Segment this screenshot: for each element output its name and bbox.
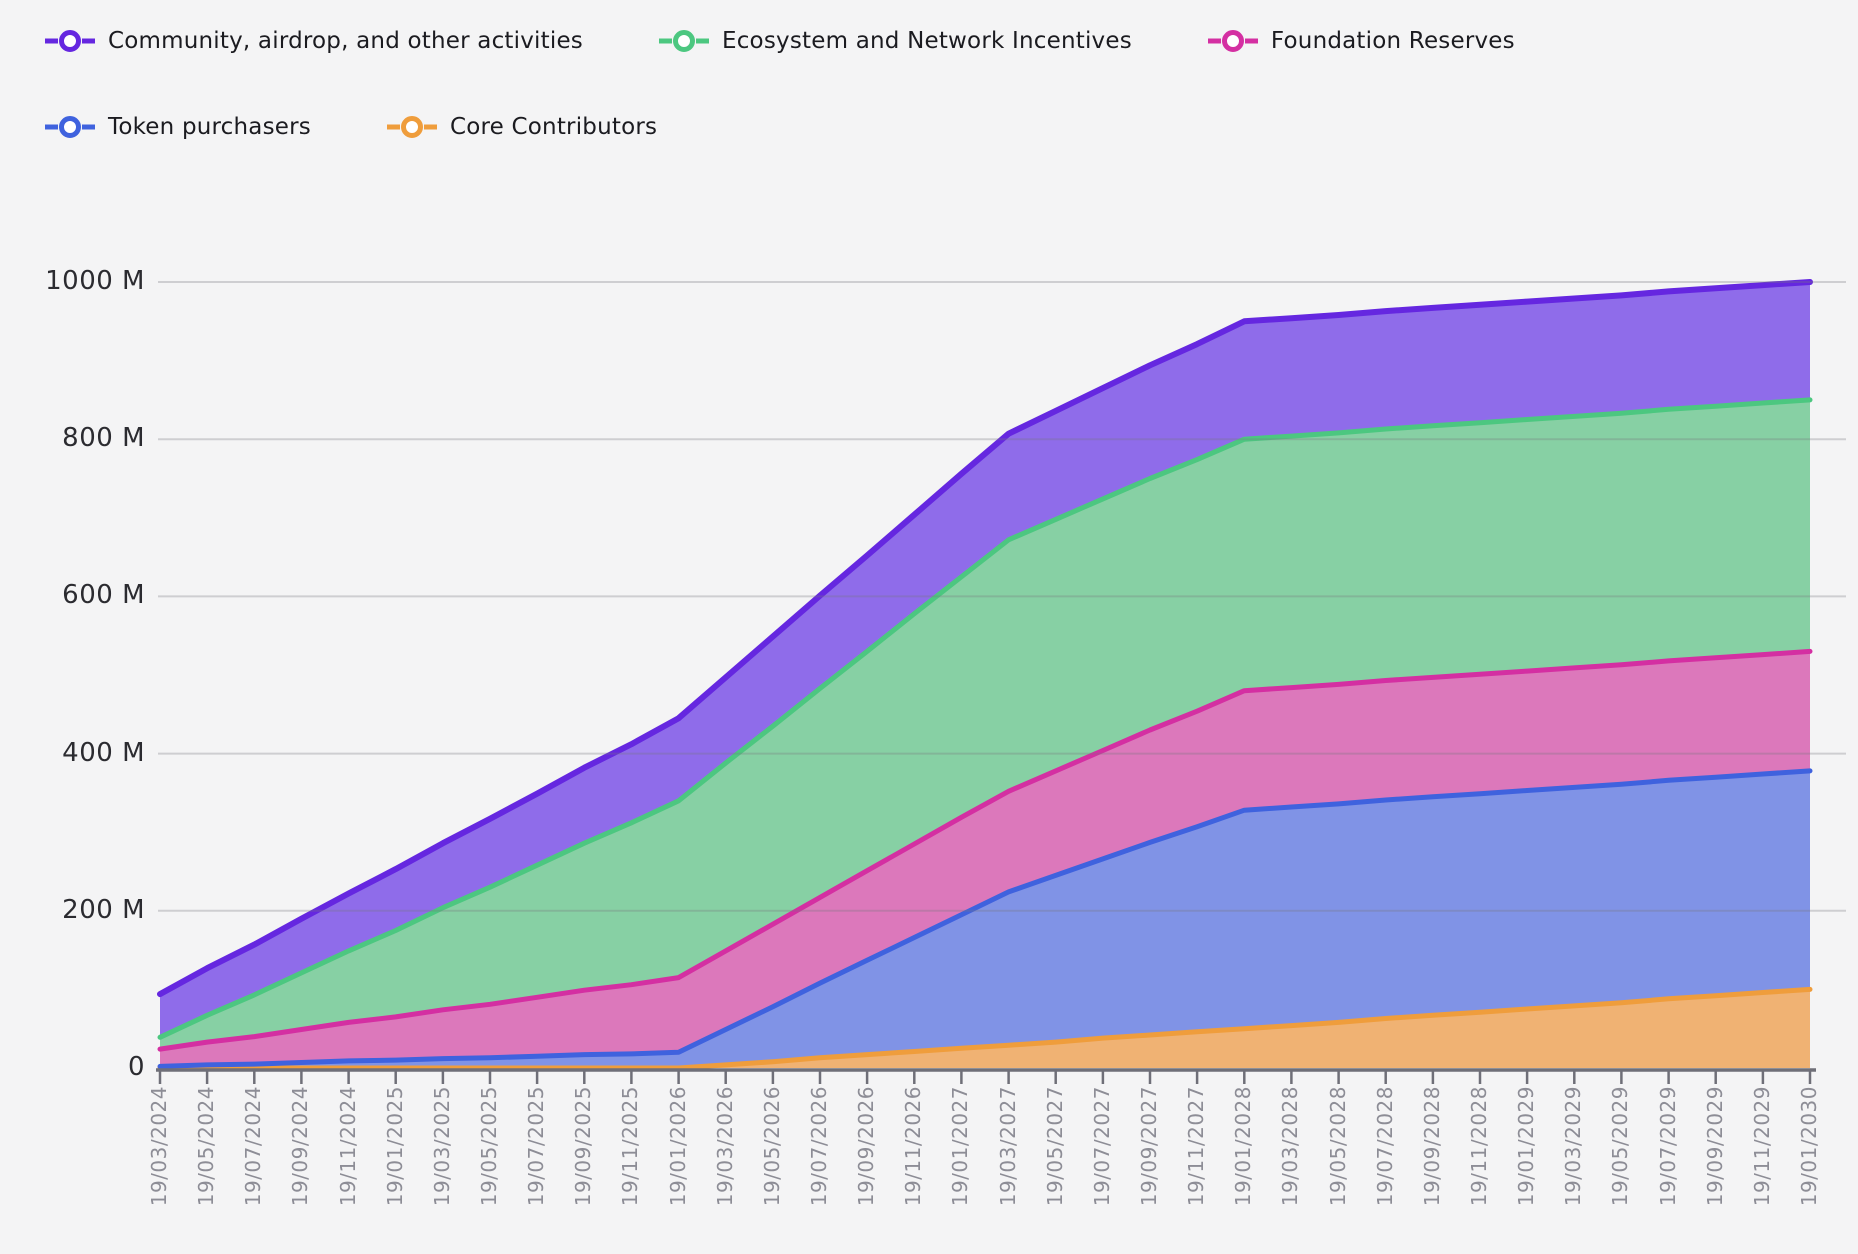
x-axis-tick-label: 19/01/2027	[948, 1086, 973, 1207]
legend-item-ecosystem-and-network-incentives[interactable]: Ecosystem and Network Incentives	[658, 26, 1132, 56]
legend-label: Foundation Reserves	[1270, 28, 1515, 54]
legend-series-marker-icon	[45, 116, 95, 138]
x-axis-tick-label: 19/09/2025	[571, 1086, 596, 1207]
x-axis-tick-label: 19/11/2028	[1467, 1086, 1491, 1207]
x-axis-tick-label: 19/11/2027	[1184, 1086, 1209, 1207]
area-fill-token-purchasers	[160, 770, 1810, 1068]
y-axis-tick-label: 0	[127, 1052, 145, 1082]
x-axis-tick-label: 19/01/2028	[1231, 1086, 1256, 1207]
legend-item-foundation-reserves[interactable]: Foundation Reserves	[1207, 26, 1515, 56]
x-axis-tick-label: 19/05/2024	[194, 1086, 219, 1207]
legend-label: Ecosystem and Network Incentives	[721, 28, 1132, 54]
x-axis-tick-label: 19/09/2028	[1419, 1086, 1444, 1207]
x-axis-tick-label: 19/07/2027	[1089, 1086, 1114, 1207]
legend-item-core-contributors[interactable]: Core Contributors	[386, 112, 658, 142]
x-axis-tick-label: 19/07/2025	[524, 1086, 549, 1207]
x-axis-tick-label: 19/03/2028	[1278, 1086, 1303, 1207]
legend-item-community-airdrop-and-other-activities[interactable]: Community, airdrop, and other activities	[45, 26, 583, 56]
area-line-foundation-reserves	[157, 648, 1813, 1052]
legend-item-token-purchasers[interactable]: Token purchasers	[45, 112, 311, 142]
x-axis-tick-label: 19/09/2024	[288, 1086, 313, 1207]
y-axis-tick-label: 400 M	[62, 737, 145, 768]
x-axis-tick-label: 19/07/2026	[807, 1086, 831, 1207]
area-line-core-contributors	[157, 986, 1813, 1071]
area-fill-foundation-reserves	[160, 651, 1810, 1067]
area-line-ecosystem-and-network-incentives	[157, 397, 1813, 1040]
y-axis-tick-label: 800 M	[62, 423, 145, 454]
x-axis-tick-label: 19/01/2025	[382, 1086, 407, 1207]
x-axis-tick-label: 19/09/2027	[1137, 1086, 1161, 1207]
x-axis-tick-label: 19/05/2026	[759, 1086, 784, 1207]
area-fill-ecosystem-and-network-incentives	[160, 399, 1810, 1050]
x-axis-tick-label: 19/07/2029	[1655, 1086, 1680, 1207]
x-axis-tick-label: 19/03/2026	[712, 1086, 737, 1207]
x-axis-tick-label: 19/07/2024	[241, 1086, 266, 1207]
x-axis-tick-label: 19/05/2029	[1608, 1086, 1633, 1207]
x-axis-tick-label: 19/09/2026	[854, 1086, 879, 1207]
legend-label: Token purchasers	[108, 114, 311, 140]
x-axis-tick-label: 19/01/2026	[665, 1086, 690, 1207]
legend-label: Core Contributors	[449, 114, 658, 140]
legend-series-marker-icon	[658, 30, 709, 52]
x-axis-tick-label: 19/03/2027	[995, 1086, 1020, 1207]
x-axis-tick-label: 19/09/2029	[1702, 1086, 1727, 1207]
x-axis-tick-label: 19/01/2029	[1514, 1086, 1539, 1207]
x-axis-tick-label: 19/01/2030	[1797, 1086, 1821, 1207]
legend-series-marker-icon	[1207, 30, 1258, 52]
legend-series-marker-icon	[386, 116, 437, 138]
legend: Community, airdrop, and other activities…	[45, 26, 1828, 142]
x-axis-tick-label: 19/05/2027	[1042, 1086, 1067, 1207]
x-axis-tick-label: 19/05/2025	[477, 1086, 501, 1207]
x-axis-tick-label: 19/03/2025	[429, 1086, 454, 1207]
x-axis-tick-label: 19/03/2029	[1561, 1086, 1586, 1207]
x-axis-tick-label: 19/11/2024	[335, 1086, 360, 1207]
area-line-community-airdrop-and-other-activities	[157, 279, 1813, 998]
legend-series-marker-icon	[45, 30, 95, 52]
x-axis-tick-label: 19/03/2024	[147, 1086, 171, 1207]
x-axis-tick-label: 19/05/2028	[1325, 1086, 1350, 1207]
x-axis-tick-label: 19/11/2029	[1749, 1086, 1774, 1207]
area-fill-core-contributors	[160, 989, 1810, 1068]
area-line-token-purchasers	[157, 768, 1813, 1069]
x-axis-tick-label: 19/11/2026	[901, 1086, 926, 1207]
y-axis-tick-label: 1000 M	[45, 266, 145, 296]
y-axis-tick-label: 600 M	[62, 580, 145, 611]
y-axis-tick-label: 200 M	[62, 894, 145, 925]
x-axis-tick-label: 19/11/2025	[618, 1086, 643, 1207]
x-axis-tick-label: 19/07/2028	[1372, 1086, 1397, 1207]
legend-label: Community, airdrop, and other activities	[108, 28, 583, 54]
